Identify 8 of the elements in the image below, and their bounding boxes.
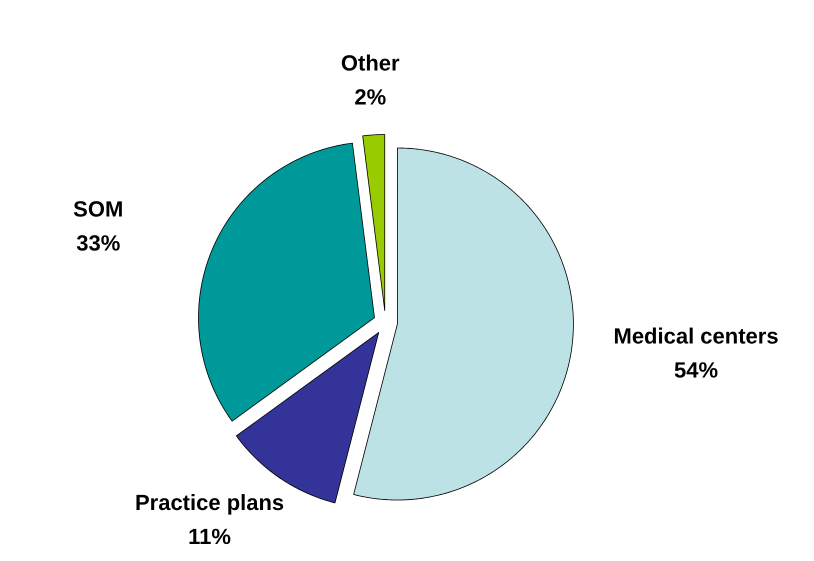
slice-label: SOM: [73, 196, 124, 222]
data-label: 33%: [76, 230, 120, 256]
slice-label: Medical centers: [613, 324, 779, 349]
data-label: 2%: [354, 84, 386, 110]
data-label: 11%: [188, 524, 231, 549]
slice-label: Other: [340, 50, 400, 76]
slice-label: Practice plans: [134, 490, 284, 516]
data-label: 54%: [674, 357, 718, 382]
